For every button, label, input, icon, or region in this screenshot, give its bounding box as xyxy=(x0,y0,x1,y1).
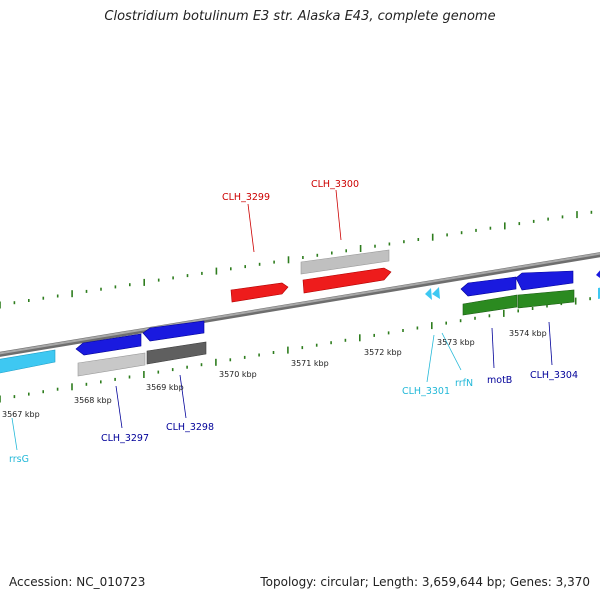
gene-label-motb[interactable]: motB xyxy=(487,375,512,386)
feature-row-reverse xyxy=(75,268,600,356)
feature-row-forward xyxy=(230,267,600,303)
feature-trna-arrow-1[interactable] xyxy=(425,288,432,300)
gene-label-clh3304[interactable]: CLH_3304 xyxy=(530,370,578,381)
feature-clh3304[interactable] xyxy=(515,270,574,291)
gene-label-clh3301[interactable]: CLH_3301 xyxy=(402,386,450,397)
feature-clh3297-grey[interactable] xyxy=(77,352,146,377)
gene-label-clh3298[interactable]: CLH_3298 xyxy=(166,422,214,433)
feature-clh3298-dark[interactable] xyxy=(146,341,207,365)
map-title: Clostridium botulinum E3 str. Alaska E43… xyxy=(104,9,496,24)
feature-clh3298[interactable] xyxy=(142,320,205,342)
gene-labels: CLH_3299 CLH_3300 CLH_3297 CLH_3298 rrsG… xyxy=(9,179,578,465)
tick-label: 3572 kbp xyxy=(364,348,402,357)
accession-text: Accession: NC_010723 xyxy=(9,575,146,589)
feature-row-lower xyxy=(77,289,575,377)
upper-scale-dots xyxy=(0,210,593,309)
gene-label-clh3299[interactable]: CLH_3299 xyxy=(222,192,270,203)
feature-green-1[interactable] xyxy=(462,294,518,316)
tick-label: 3571 kbp xyxy=(291,359,329,368)
lower-scale-dots xyxy=(0,297,591,403)
label-leaders xyxy=(11,189,553,451)
tick-label: 3568 kbp xyxy=(74,396,112,405)
feature-clh3297[interactable] xyxy=(75,333,142,356)
genome-stats-text: Topology: circular; Length: 3,659,644 bp… xyxy=(260,575,590,589)
tick-label: 3570 kbp xyxy=(219,370,257,379)
feature-rrsg[interactable] xyxy=(0,349,56,374)
feature-clh3299[interactable] xyxy=(230,282,289,303)
gene-label-rrfn[interactable]: rrfN xyxy=(455,378,473,389)
feature-green-2[interactable] xyxy=(517,289,575,309)
feature-row-upper xyxy=(300,249,390,275)
feature-clh3300-grey[interactable] xyxy=(300,249,390,275)
tick-label: 3567 kbp xyxy=(2,410,40,419)
gene-label-clh3300[interactable]: CLH_3300 xyxy=(311,179,359,190)
tick-labels: 3567 kbp 3568 kbp 3569 kbp 3570 kbp 3571… xyxy=(2,329,547,419)
feature-motb[interactable] xyxy=(460,276,517,297)
gene-label-rrsg[interactable]: rrsG xyxy=(9,454,29,465)
feature-right-blue-stub[interactable] xyxy=(596,268,600,281)
feature-clh3300[interactable] xyxy=(302,267,392,294)
tick-label: 3569 kbp xyxy=(146,383,184,392)
tick-label: 3574 kbp xyxy=(509,329,547,338)
gene-label-clh3297[interactable]: CLH_3297 xyxy=(101,433,149,444)
feature-trna-arrow-2[interactable] xyxy=(432,287,440,299)
genome-backbone-highlight xyxy=(0,252,600,355)
tick-label: 3573 kbp xyxy=(437,338,475,347)
